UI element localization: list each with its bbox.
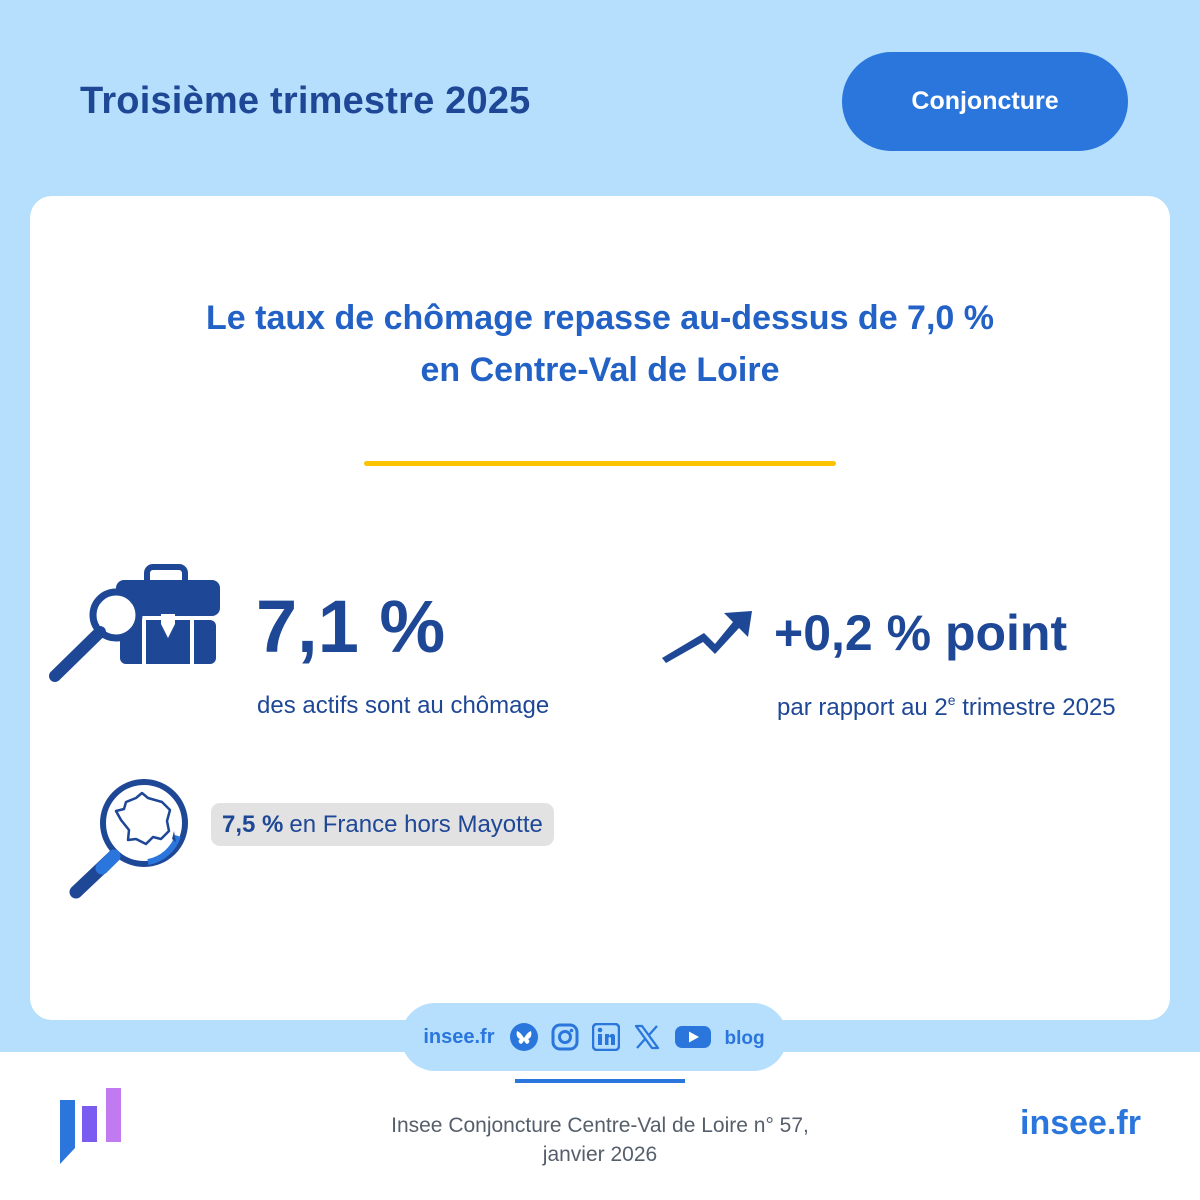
briefcase-magnifier-icon: [49, 564, 220, 682]
footer-divider: [515, 1079, 685, 1083]
bluesky-icon[interactable]: [509, 1023, 538, 1051]
france-rate-label: en France hors Mayotte: [289, 810, 543, 838]
category-tag[interactable]: Conjoncture: [842, 52, 1128, 151]
trend-up-arrow-icon: [662, 611, 752, 663]
insee-logo-icon: [60, 1088, 121, 1164]
unemployment-rate-value: 7,1 %: [256, 585, 446, 668]
instagram-icon[interactable]: [551, 1023, 579, 1051]
headline-line-2: en Centre-Val de Loire: [420, 351, 780, 389]
rate-change-value: +0,2 % point: [774, 605, 1068, 661]
x-icon[interactable]: [633, 1023, 661, 1051]
social-site-link[interactable]: insee.fr: [423, 1025, 495, 1048]
france-comparison-badge: 7,5 % en France hors Mayotte: [211, 803, 554, 846]
unemployment-rate-caption: des actifs sont au chômage: [257, 692, 550, 719]
publication-reference: Insee Conjoncture Centre-Val de Loire n°…: [391, 1114, 809, 1166]
youtube-icon[interactable]: [674, 1023, 712, 1051]
page-title: Troisième trimestre 2025: [80, 80, 531, 122]
france-rate-value: 7,5 %: [222, 810, 284, 838]
linkedin-icon[interactable]: [591, 1023, 620, 1051]
rate-change-caption: par rapport au 2e trimestre 2025: [777, 692, 1116, 721]
blog-icon[interactable]: blog: [724, 1028, 765, 1049]
footer-site-link[interactable]: insee.fr: [1020, 1104, 1141, 1142]
headline-line-1: Le taux de chômage repasse au-dessus de …: [206, 299, 994, 337]
headline: Le taux de chômage repasse au-dessus de …: [30, 292, 1170, 396]
headline-divider: [364, 461, 836, 466]
social-links-bar: insee.fr blog: [401, 1003, 787, 1071]
france-magnifier-icon: [69, 779, 188, 899]
main-card: Le taux de chômage repasse au-dessus de …: [30, 196, 1170, 1020]
